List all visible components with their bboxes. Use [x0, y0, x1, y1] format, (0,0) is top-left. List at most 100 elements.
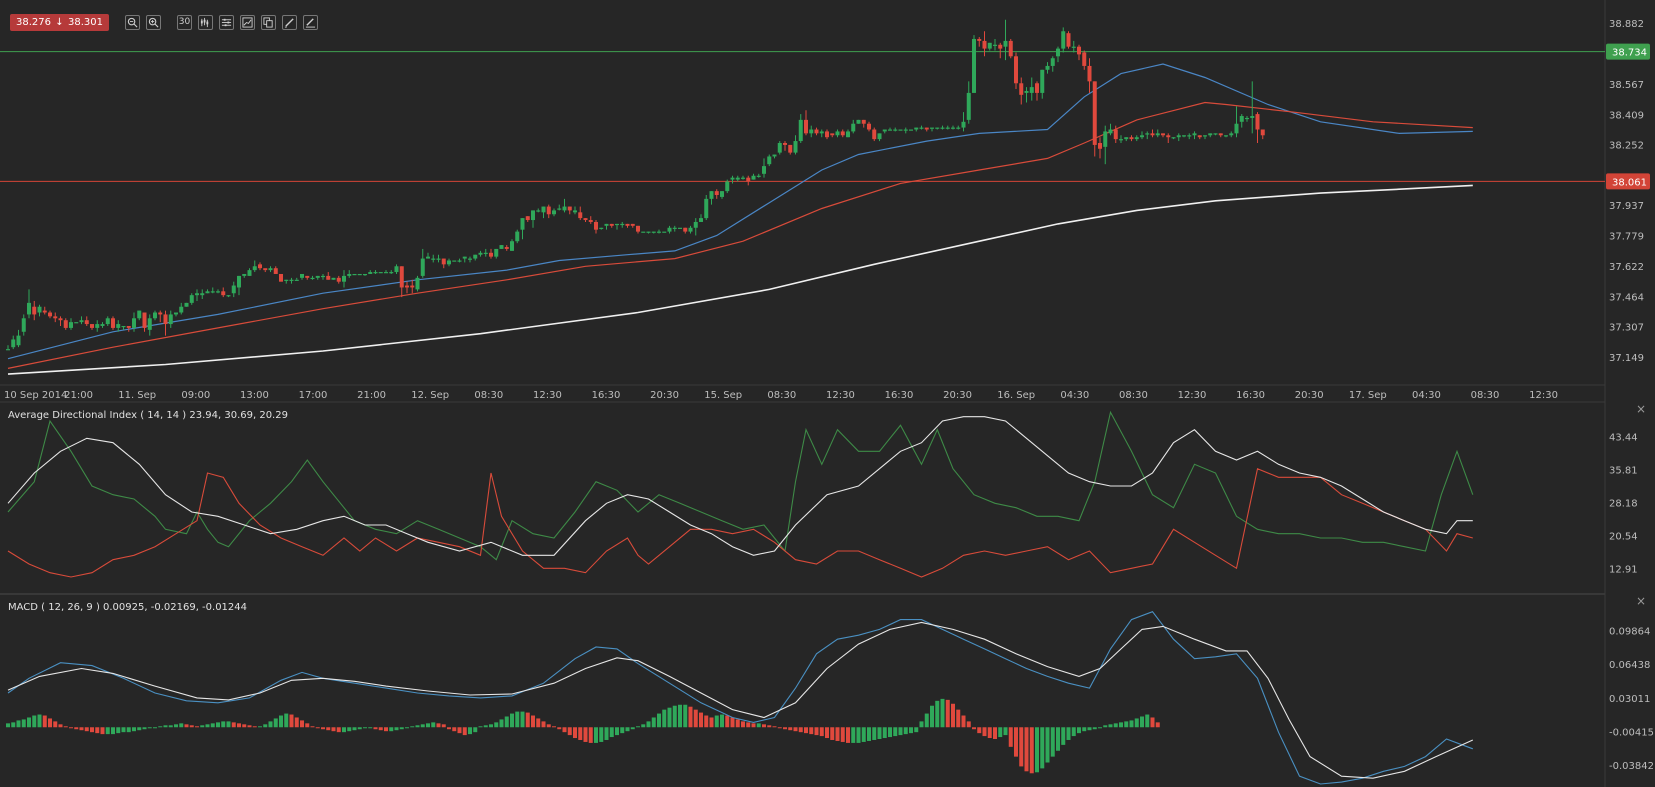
macd-histogram-bar	[756, 723, 761, 728]
candle-body	[830, 133, 835, 136]
macd-histogram-bar	[48, 718, 52, 728]
zoom-out-button[interactable]	[125, 14, 140, 30]
time-axis-label: 16:30	[885, 390, 914, 401]
macd-histogram-bar	[84, 727, 89, 732]
candle-body	[956, 127, 961, 129]
macd-histogram-bar	[846, 727, 850, 743]
macd-histogram-bar	[258, 726, 262, 728]
candle-body	[263, 268, 268, 271]
support-price-label: 38.061	[1612, 177, 1647, 188]
candle-body	[1014, 56, 1018, 84]
macd-histogram-bar	[662, 709, 667, 728]
macd-histogram-bar	[347, 727, 352, 732]
candle-body	[284, 279, 289, 281]
macd-histogram-bar	[919, 721, 924, 728]
candle-body	[326, 275, 331, 280]
macd-histogram-bar	[300, 720, 304, 728]
copy-button[interactable]	[261, 14, 276, 30]
candle-body	[489, 252, 493, 257]
candle-body	[709, 191, 714, 199]
candle-body	[126, 325, 131, 328]
candle-body	[289, 279, 294, 281]
macd-series-signal	[7, 621, 1474, 779]
macd-histogram-bar	[709, 717, 714, 728]
macd-histogram-bar	[153, 727, 157, 729]
price-tick-label: 38.252	[1609, 141, 1644, 152]
candle-body	[1082, 52, 1087, 66]
macd-histogram-bar	[11, 722, 16, 728]
timeframe-button[interactable]: 30	[177, 14, 192, 30]
draw-button[interactable]	[282, 14, 297, 30]
macd-histogram-bar	[604, 727, 609, 740]
candle-body	[426, 256, 430, 259]
macd-histogram-bar	[242, 724, 247, 728]
time-axis-label: 20:30	[943, 390, 972, 401]
candle-body	[11, 339, 16, 348]
candle-body	[1113, 129, 1118, 140]
macd-histogram-bar	[74, 727, 79, 730]
time-axis-label: 12:30	[826, 390, 855, 401]
candle-body	[924, 127, 929, 130]
zoom-in-button[interactable]	[146, 14, 161, 30]
macd-histogram-bar	[1029, 727, 1034, 774]
candle-body	[693, 221, 698, 228]
macd-histogram-bar	[399, 727, 404, 730]
candle-body	[368, 272, 373, 274]
macd-histogram-bar	[158, 726, 163, 728]
time-axis-label: 11. Sep	[118, 390, 156, 401]
time-axis-label: 21:00	[357, 390, 386, 401]
candle-body	[793, 141, 798, 153]
candle-body	[541, 206, 546, 213]
indicators-button[interactable]	[198, 14, 213, 30]
candle-body	[163, 314, 168, 325]
draw-tools-button[interactable]	[303, 14, 318, 30]
macd-histogram-bar	[331, 727, 336, 732]
candle-body	[1197, 135, 1202, 138]
candle-body	[100, 324, 105, 326]
macd-histogram-bar	[137, 727, 142, 731]
settings-button[interactable]	[219, 14, 234, 30]
macd-histogram-bar	[205, 724, 210, 728]
close-icon: ×	[1636, 402, 1646, 416]
macd-histogram-bar	[441, 724, 446, 728]
candle-body	[1192, 133, 1197, 136]
macd-histogram-bar	[1119, 722, 1123, 728]
macd-histogram-bar	[777, 727, 782, 729]
macd-histogram-bar	[310, 726, 315, 728]
macd-histogram-bar	[247, 725, 252, 728]
ask-price: 38.301	[67, 16, 103, 28]
macd-histogram-bar	[384, 727, 388, 732]
macd-histogram-bar	[961, 715, 966, 728]
candle-body	[609, 223, 614, 226]
time-axis-label: 12. Sep	[411, 390, 449, 401]
candle-body	[1255, 114, 1260, 130]
candle-body	[132, 318, 136, 328]
candle-body	[1045, 65, 1050, 70]
macd-histogram-bar	[378, 727, 383, 731]
macd-histogram-bar	[819, 727, 824, 737]
macd-histogram-bar	[1124, 721, 1129, 728]
candle-body	[730, 177, 735, 180]
candle-body	[174, 312, 178, 315]
candle-body	[825, 131, 829, 138]
macd-histogram-bar	[116, 727, 121, 734]
macd-histogram-bar	[478, 726, 483, 728]
macd-histogram-bar	[851, 727, 856, 743]
candle-body	[242, 273, 247, 276]
chart-type-button[interactable]	[240, 14, 255, 30]
macd-histogram-bar	[657, 713, 661, 728]
macd-histogram-bar	[714, 715, 719, 728]
price-tick-label: 38.882	[1609, 19, 1644, 30]
candle-body	[714, 191, 719, 195]
macd-histogram-bar	[646, 721, 651, 728]
price-quote[interactable]: 38.276 ↓ 38.301	[10, 13, 109, 31]
macd-histogram-bar	[835, 727, 840, 741]
candle-body	[1224, 135, 1228, 137]
candle-body	[237, 275, 241, 288]
macd-histogram-bar	[105, 727, 110, 735]
time-axis-label: 13:00	[240, 390, 269, 401]
macd-histogram-bar	[945, 699, 950, 728]
candle-body	[562, 206, 567, 211]
candle-body	[147, 318, 152, 330]
